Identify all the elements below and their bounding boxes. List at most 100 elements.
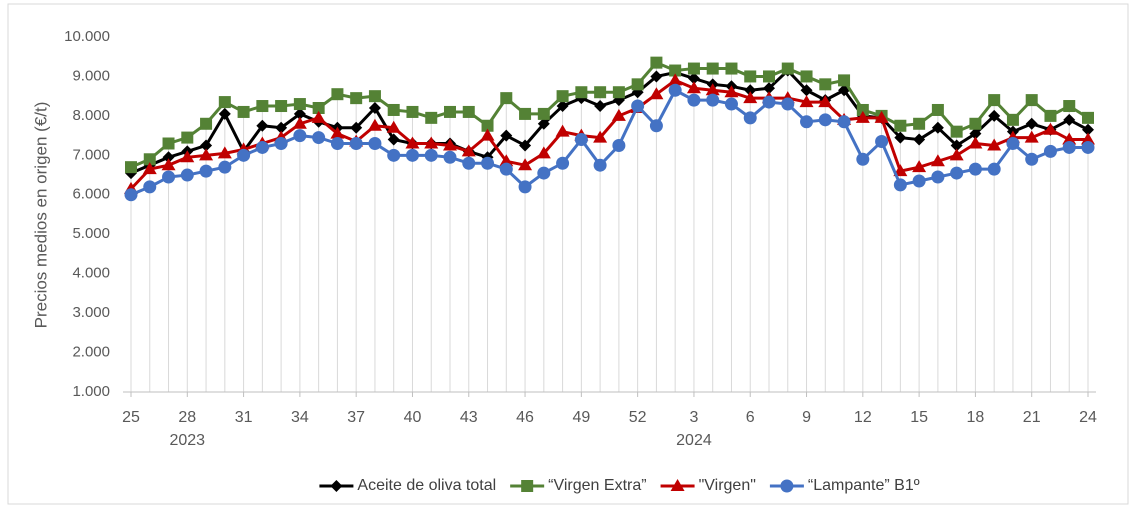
data-point bbox=[312, 102, 325, 114]
data-point bbox=[500, 129, 513, 142]
data-point bbox=[762, 95, 776, 109]
data-point bbox=[687, 93, 701, 107]
data-point bbox=[1081, 140, 1095, 154]
data-point bbox=[481, 156, 495, 170]
y-tick-label: 2.000 bbox=[72, 344, 110, 361]
data-point bbox=[367, 118, 382, 131]
x-tick-label: 24 bbox=[1079, 409, 1097, 426]
data-point bbox=[536, 146, 551, 159]
series-line bbox=[129, 78, 1088, 190]
data-point bbox=[875, 135, 889, 149]
data-point bbox=[556, 156, 570, 170]
data-point bbox=[800, 115, 814, 129]
data-point bbox=[819, 78, 832, 91]
data-point bbox=[593, 158, 607, 172]
data-point bbox=[744, 84, 757, 97]
data-point bbox=[1063, 100, 1076, 113]
legend-label: “Lampante” B1º bbox=[808, 477, 920, 494]
x-tick-label: 31 bbox=[235, 409, 253, 426]
data-point bbox=[1044, 109, 1057, 122]
x-tick-label: 15 bbox=[910, 409, 928, 426]
data-point bbox=[330, 126, 345, 139]
x-tick-label: 43 bbox=[460, 409, 478, 426]
data-point bbox=[237, 105, 250, 118]
data-point bbox=[518, 180, 532, 194]
data-point bbox=[256, 100, 269, 113]
data-point bbox=[444, 105, 456, 118]
data-point bbox=[181, 131, 194, 144]
data-point bbox=[687, 62, 700, 75]
data-point bbox=[218, 107, 231, 120]
data-point bbox=[818, 113, 832, 127]
data-point bbox=[518, 158, 533, 171]
data-point bbox=[800, 84, 813, 97]
data-point bbox=[274, 137, 288, 150]
data-point bbox=[256, 119, 269, 132]
data-point bbox=[218, 160, 232, 174]
data-point bbox=[763, 82, 775, 95]
data-point bbox=[781, 62, 794, 75]
data-point bbox=[1025, 117, 1038, 130]
data-point bbox=[500, 92, 513, 105]
y-tick-label: 9.000 bbox=[72, 67, 110, 84]
data-point bbox=[1043, 144, 1057, 158]
data-point bbox=[931, 121, 944, 134]
data-point bbox=[199, 148, 214, 161]
data-point bbox=[611, 108, 626, 121]
data-point bbox=[706, 93, 720, 107]
data-point bbox=[330, 137, 344, 150]
legend-label: Aceite de oliva total bbox=[357, 477, 496, 494]
data-point bbox=[950, 166, 964, 180]
data-point bbox=[668, 73, 683, 86]
x-group-label: 2023 bbox=[169, 432, 205, 449]
data-point bbox=[293, 107, 306, 120]
y-tick-label: 5.000 bbox=[72, 225, 110, 242]
data-point bbox=[537, 166, 551, 180]
data-point bbox=[237, 148, 251, 162]
y-tick-label: 8.000 bbox=[72, 107, 110, 124]
data-point bbox=[838, 74, 851, 87]
x-tick-label: 6 bbox=[746, 409, 755, 426]
data-point bbox=[462, 105, 475, 118]
data-point bbox=[386, 120, 401, 133]
data-point bbox=[988, 109, 1001, 122]
data-point bbox=[555, 124, 570, 137]
x-tick-label: 46 bbox=[516, 409, 534, 426]
data-point bbox=[405, 136, 420, 149]
data-point bbox=[1006, 137, 1020, 150]
data-point bbox=[199, 164, 213, 178]
data-point bbox=[1062, 132, 1077, 145]
data-point bbox=[293, 129, 307, 143]
data-point bbox=[292, 116, 307, 129]
data-point bbox=[594, 100, 607, 113]
data-point bbox=[443, 138, 457, 151]
series-line bbox=[130, 88, 1088, 197]
data-point bbox=[537, 107, 550, 120]
data-point bbox=[124, 188, 138, 202]
data-point bbox=[1081, 132, 1095, 145]
data-point bbox=[311, 110, 326, 123]
data-point bbox=[650, 56, 663, 69]
data-point bbox=[1082, 111, 1094, 124]
data-point bbox=[649, 87, 664, 100]
data-point bbox=[968, 162, 982, 176]
x-tick-label: 34 bbox=[291, 409, 309, 426]
data-point bbox=[799, 95, 814, 108]
data-point bbox=[612, 86, 625, 99]
data-point bbox=[1082, 123, 1094, 136]
y-tick-label: 3.000 bbox=[72, 304, 110, 321]
data-point bbox=[856, 152, 870, 166]
data-point bbox=[275, 100, 288, 113]
data-point bbox=[724, 85, 739, 98]
data-point bbox=[743, 111, 757, 125]
y-tick-label: 4.000 bbox=[72, 265, 110, 282]
data-point bbox=[763, 70, 775, 83]
data-point bbox=[293, 98, 306, 111]
data-point bbox=[930, 154, 945, 167]
data-point bbox=[368, 137, 382, 150]
data-point bbox=[593, 130, 608, 143]
data-point bbox=[218, 96, 231, 109]
x-tick-label: 9 bbox=[802, 409, 811, 426]
